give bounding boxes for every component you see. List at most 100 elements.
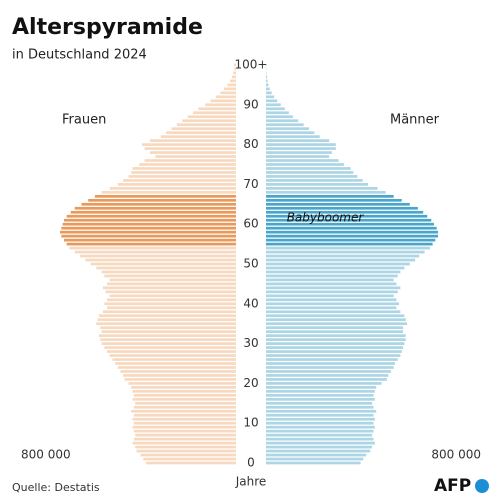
bar — [96, 266, 236, 270]
bar — [88, 198, 236, 202]
chart-title: Alterspyramide — [12, 15, 203, 40]
bar — [80, 254, 236, 258]
bar — [266, 83, 269, 87]
bar — [171, 127, 236, 131]
bar — [109, 187, 236, 190]
bar — [266, 71, 267, 75]
bar — [182, 119, 236, 123]
bar — [107, 282, 236, 286]
bar — [266, 79, 268, 83]
legend-label: Frauen — [62, 113, 106, 128]
bar — [120, 370, 236, 373]
bar — [133, 413, 236, 417]
bar — [117, 183, 236, 186]
bar — [104, 302, 236, 306]
bar — [266, 95, 275, 99]
bar — [107, 306, 236, 310]
bar — [143, 457, 236, 461]
bar — [107, 298, 236, 302]
bar — [133, 393, 236, 397]
bar — [98, 334, 236, 337]
bar — [132, 167, 236, 170]
bar — [98, 314, 236, 318]
bar — [135, 433, 236, 437]
bar — [266, 405, 374, 409]
logo: AFP — [434, 476, 471, 496]
bar — [266, 322, 408, 326]
bar — [266, 290, 398, 294]
bar — [215, 95, 236, 99]
y-tick-label: 90 — [243, 97, 258, 111]
bar — [133, 421, 236, 425]
bar — [266, 135, 320, 138]
bar — [266, 115, 293, 119]
bar — [109, 354, 236, 357]
bar — [266, 354, 401, 357]
bar — [266, 230, 438, 234]
bar — [266, 358, 398, 361]
bar — [132, 417, 236, 421]
chart-subtitle: in Deutschland 2024 — [12, 48, 147, 63]
bar — [59, 230, 236, 234]
bar — [266, 107, 285, 111]
bar — [112, 358, 236, 361]
bar — [266, 437, 374, 441]
bar — [220, 91, 236, 95]
bar — [85, 258, 236, 262]
bar — [266, 254, 420, 258]
source: Quelle: Destatis — [12, 481, 100, 494]
bar — [187, 115, 236, 119]
bar — [266, 342, 405, 345]
bar — [266, 457, 364, 461]
bar — [266, 270, 401, 274]
y-tick-label: 80 — [243, 137, 258, 151]
bar — [266, 175, 358, 178]
bar — [144, 159, 236, 162]
bar — [96, 322, 236, 326]
bar — [266, 75, 268, 79]
bar — [266, 362, 395, 365]
bar — [266, 374, 389, 377]
bar — [266, 119, 299, 123]
bar — [133, 405, 236, 409]
bar — [266, 461, 361, 465]
bar — [107, 350, 236, 353]
bar — [100, 338, 236, 341]
bar — [266, 111, 289, 115]
bar — [266, 242, 433, 246]
bar — [123, 179, 236, 182]
bar — [266, 318, 406, 322]
y-tick-label: 10 — [243, 416, 258, 430]
bar — [266, 306, 397, 310]
bar — [266, 87, 270, 91]
bar — [266, 382, 382, 385]
y-axis-label: Jahre — [235, 475, 267, 489]
bar — [100, 326, 236, 330]
bar — [266, 262, 410, 266]
bar — [266, 191, 386, 194]
bar — [266, 171, 354, 174]
bar — [266, 441, 375, 445]
bar — [115, 362, 236, 365]
bar — [69, 246, 236, 250]
bar — [266, 266, 405, 270]
bar — [97, 318, 236, 322]
bar — [266, 155, 330, 158]
y-tick-label: 0 — [247, 456, 255, 470]
bar — [132, 397, 236, 401]
bar — [135, 445, 236, 449]
bar — [266, 429, 374, 433]
bar — [101, 342, 236, 345]
bar — [104, 274, 236, 278]
bar — [155, 155, 236, 158]
bar — [266, 282, 397, 286]
bar — [74, 250, 236, 254]
bar — [266, 234, 438, 238]
bar — [135, 401, 236, 405]
bar — [266, 298, 397, 302]
bar — [266, 151, 332, 154]
bar — [81, 202, 236, 206]
bar — [266, 386, 377, 389]
bar — [233, 71, 236, 75]
bar — [266, 187, 378, 190]
